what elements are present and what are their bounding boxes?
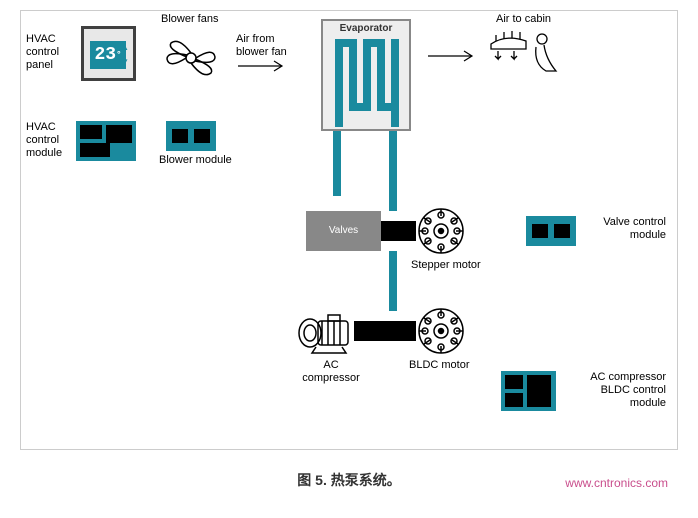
valves-label: Valves bbox=[329, 225, 358, 236]
pipe-right-a bbox=[389, 131, 397, 211]
stepper-motor-icon bbox=[416, 206, 466, 256]
down-icon: ▼ bbox=[121, 57, 129, 66]
hvac-module-label: HVACcontrolmodule bbox=[26, 121, 76, 161]
stepper-label: Stepper motor bbox=[411, 259, 481, 272]
valves: Valves bbox=[306, 211, 381, 251]
hvac-module bbox=[76, 121, 136, 161]
ac-comp-label: ACcompressor bbox=[301, 359, 361, 385]
bldc-motor-icon bbox=[416, 306, 466, 356]
ac-compressor-icon bbox=[296, 311, 354, 356]
ac-bldc-module-label: AC compressorBLDC controlmodule bbox=[566, 371, 666, 411]
blower-module bbox=[166, 121, 216, 151]
diagram-container: HVACcontrolpanel 23° ▲ ▼ HVACcontrolmodu… bbox=[20, 10, 678, 450]
blower-module-label: Blower module bbox=[159, 154, 232, 167]
evaporator: Evaporator bbox=[321, 19, 411, 131]
valve-module-label: Valve controlmodule bbox=[586, 216, 666, 242]
hvac-panel: 23° ▲ ▼ bbox=[81, 26, 136, 81]
pipe-right-b bbox=[389, 251, 397, 311]
bldc-label: BLDC motor bbox=[409, 359, 470, 372]
fan-icon bbox=[161, 29, 221, 87]
ac-bldc-module bbox=[501, 371, 556, 411]
blower-fans-label: Blower fans bbox=[161, 13, 218, 26]
evaporator-label: Evaporator bbox=[323, 23, 409, 34]
up-icon: ▲ bbox=[121, 43, 129, 52]
air-cabin-label: Air to cabin bbox=[496, 13, 551, 26]
arrow-to-evap bbox=[236, 59, 291, 73]
watermark: www.cntronics.com bbox=[565, 476, 668, 490]
hvac-panel-label: HVACcontrolpanel bbox=[26, 33, 76, 73]
pipe-left bbox=[333, 131, 341, 196]
cabin-icon bbox=[486, 29, 561, 79]
valve-module bbox=[526, 216, 576, 246]
connector-comp bbox=[354, 321, 416, 341]
arrow-to-cabin bbox=[426, 49, 481, 63]
air-from-label: Air fromblower fan bbox=[236, 33, 296, 59]
panel-value: 23 bbox=[94, 45, 116, 65]
connector-valves bbox=[381, 221, 416, 241]
